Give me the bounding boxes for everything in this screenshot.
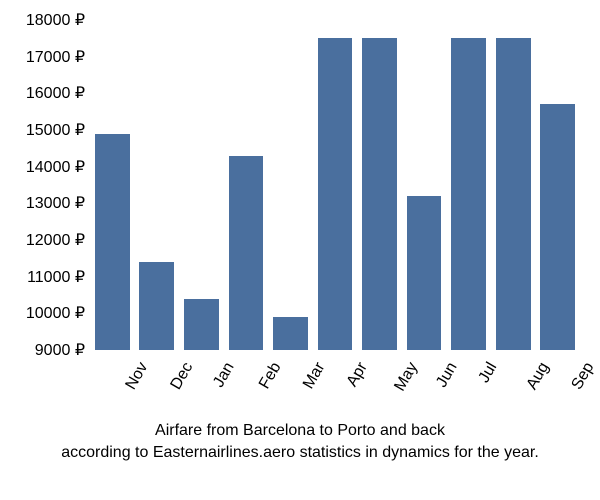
y-tick-label: 10000 ₽ [26,303,85,323]
y-tick-label: 11000 ₽ [27,267,85,287]
bar [362,38,397,350]
caption-line-2: according to Easternairlines.aero statis… [61,444,539,461]
x-tick-label: May [391,360,422,395]
bar [407,196,442,350]
bar [318,38,353,350]
bar [273,317,308,350]
x-tick-label: Nov [123,360,153,394]
bar [496,38,531,350]
x-tick-label: Jan [210,360,238,391]
chart-caption: Airfare from Barcelona to Porto and back… [0,420,600,463]
x-tick-label: Mar [300,360,329,393]
y-tick-label: 17000 ₽ [26,47,85,67]
bar [229,156,264,350]
x-tick-label: Jul [475,360,501,387]
bar [540,104,575,350]
y-tick-label: 9000 ₽ [35,340,85,360]
y-tick-label: 15000 ₽ [26,120,85,140]
x-tick-label: Aug [524,360,554,394]
x-tick-label: Apr [344,360,372,391]
x-tick-label: Sep [568,360,598,394]
x-tick-label: Feb [256,360,285,393]
bar [451,38,486,350]
caption-line-1: Airfare from Barcelona to Porto and back [155,422,445,439]
x-tick-label: Dec [167,360,197,394]
y-tick-label: 18000 ₽ [26,10,85,30]
airfare-chart: 9000 ₽ 10000 ₽ 11000 ₽ 12000 ₽ 13000 ₽ 14000 … [0,0,600,500]
bar [95,134,130,350]
y-tick-label: 14000 ₽ [26,157,85,177]
y-tick-label: 16000 ₽ [26,83,85,103]
y-tick-label: 13000 ₽ [26,193,85,213]
x-tick-label: Jun [433,360,461,391]
plot-area [90,20,580,350]
bar [184,299,219,350]
bar [139,262,174,350]
y-tick-label: 12000 ₽ [26,230,85,250]
